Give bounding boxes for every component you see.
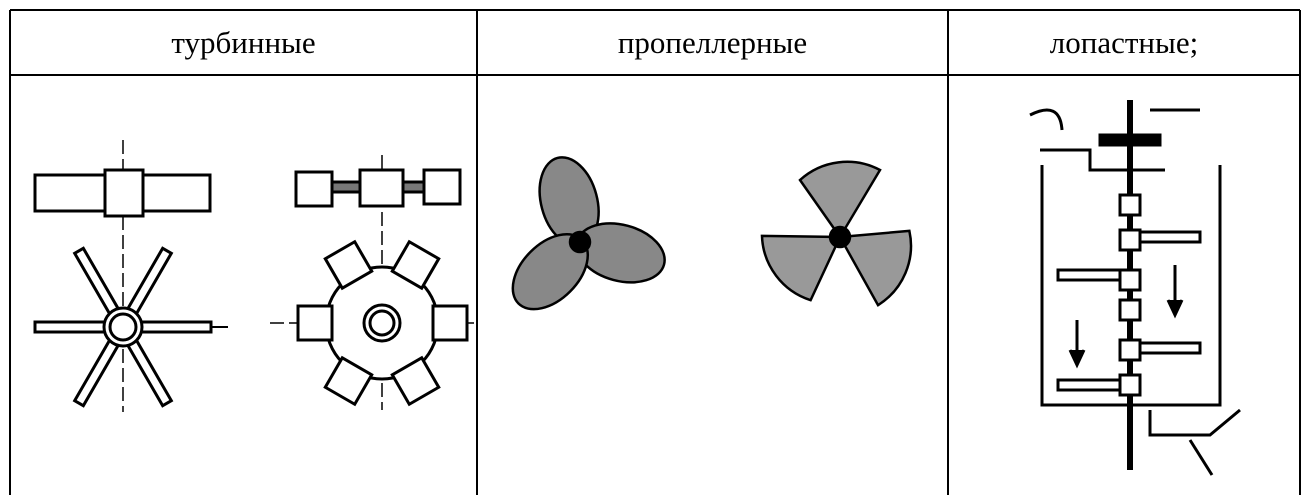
sector-propeller-sketch [760, 160, 913, 307]
turbine-open-sketch [33, 140, 228, 412]
header-cell: лопастные; [1049, 24, 1199, 60]
header-cell: пропеллерные [617, 24, 808, 60]
table-borders [9, 9, 1301, 495]
turbine-closed-sketch [270, 155, 475, 410]
propeller-sketch [511, 156, 666, 311]
paddle-mixer-sketch [1029, 100, 1241, 476]
header-cell: турбинные [171, 24, 316, 60]
